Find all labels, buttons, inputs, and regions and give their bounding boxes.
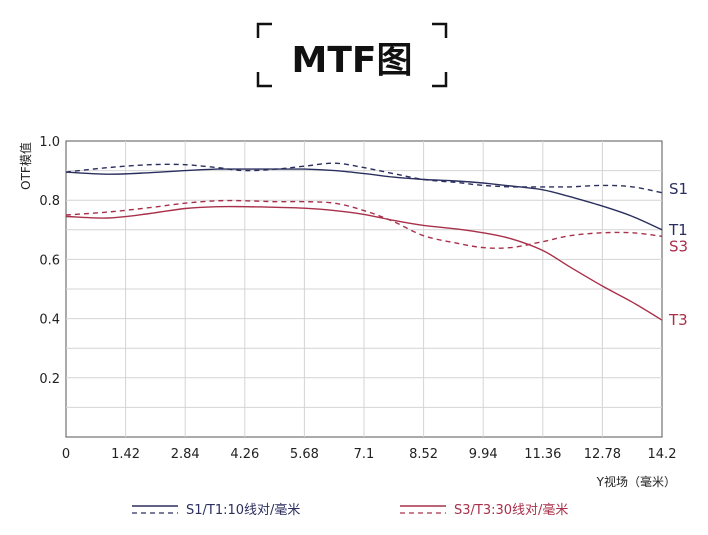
- y-tick-labels: 0.2 0.4 0.6 0.8 1.0: [39, 135, 60, 387]
- y-tick-label: 0.6: [39, 253, 60, 268]
- x-tick-label: 14.2: [648, 447, 677, 462]
- series-line-s1: [65, 162, 663, 194]
- bracket-top-left: [256, 22, 272, 38]
- bracket-bottom-right: [432, 72, 448, 88]
- x-tick-label: 4.26: [230, 447, 259, 462]
- x-tick-label: 12.78: [584, 447, 621, 462]
- x-tick-label: 0: [62, 447, 70, 462]
- x-axis-title: Y视场（毫米）: [596, 474, 676, 489]
- grid-lines: [66, 141, 662, 437]
- x-tick-label: 2.84: [171, 447, 200, 462]
- y-tick-label: 0.8: [39, 194, 60, 209]
- x-tick-label: 7.1: [354, 447, 375, 462]
- series-end-label-s3: S3: [669, 237, 688, 255]
- chart-title: MTF图: [292, 40, 413, 81]
- legend-entry-2: S3/T3:30线对/毫米: [454, 502, 568, 518]
- x-tick-label: 5.68: [290, 447, 319, 462]
- x-tick-label: 11.36: [524, 447, 561, 462]
- bracket-bottom-left: [256, 72, 272, 88]
- series-end-label-t1: T1: [668, 221, 688, 239]
- legend: S1/T1:10线对/毫米 S3/T3:30线对/毫米: [132, 502, 568, 518]
- series-end-label-t3: T3: [668, 311, 688, 329]
- x-tick-label: 9.94: [469, 447, 498, 462]
- y-axis-title: OTF模值: [18, 142, 33, 190]
- legend-entry-1: S1/T1:10线对/毫米: [186, 502, 300, 518]
- y-tick-label: 1.0: [39, 135, 60, 150]
- x-tick-labels: 0 1.42 2.84 4.26 5.68 7.1 8.52 9.94 11.36 12.78 14…: [62, 447, 677, 462]
- series-line-t3: [65, 205, 663, 321]
- title-brackets: [256, 22, 448, 88]
- x-tick-label: 1.42: [111, 447, 140, 462]
- y-tick-label: 0.4: [39, 313, 60, 328]
- x-tick-label: 8.52: [409, 447, 438, 462]
- bracket-top-right: [432, 22, 448, 38]
- series-line-s3: [65, 199, 663, 249]
- series-end-label-s1: S1: [669, 180, 688, 198]
- series-lines: [65, 162, 663, 321]
- series-line-t1: [65, 168, 663, 231]
- y-tick-label: 0.2: [39, 372, 60, 387]
